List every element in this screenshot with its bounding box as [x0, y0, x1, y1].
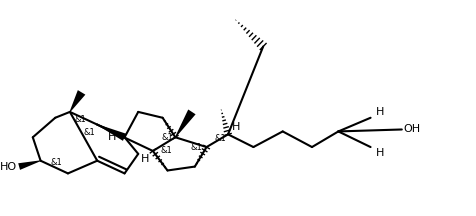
- Text: HO: HO: [0, 162, 17, 172]
- Text: H: H: [376, 148, 384, 158]
- Text: &1: &1: [214, 134, 226, 143]
- Polygon shape: [175, 110, 196, 138]
- Text: &1: &1: [191, 143, 203, 152]
- Text: &1: &1: [50, 158, 62, 167]
- Text: OH: OH: [404, 124, 421, 135]
- Text: &1: &1: [162, 133, 173, 142]
- Text: &1: &1: [161, 146, 172, 156]
- Polygon shape: [97, 124, 126, 141]
- Polygon shape: [18, 160, 41, 170]
- Text: H: H: [232, 122, 240, 132]
- Polygon shape: [69, 90, 85, 112]
- Text: &1: &1: [84, 128, 95, 137]
- Text: H: H: [140, 154, 149, 164]
- Text: H: H: [376, 107, 384, 117]
- Text: H: H: [109, 132, 117, 142]
- Text: &1: &1: [75, 115, 87, 124]
